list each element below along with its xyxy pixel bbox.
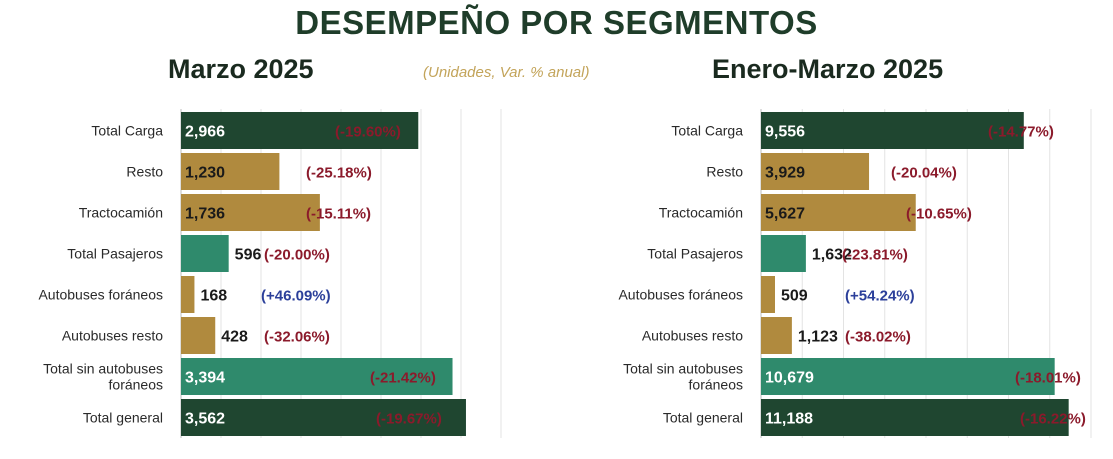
- bar-5: [181, 317, 216, 354]
- change-label: (-32.06%): [264, 329, 330, 346]
- bar-0: [181, 112, 419, 149]
- bar-0: [761, 112, 1024, 149]
- bar-1: [181, 153, 280, 190]
- category-label: Total Carga: [671, 123, 743, 139]
- change-label: (-18.01%): [1015, 370, 1081, 387]
- bar-5: [761, 317, 792, 354]
- value-label: 1,230: [185, 165, 225, 182]
- value-label: 509: [781, 288, 808, 305]
- value-label: 3,562: [185, 411, 225, 428]
- left-panel-title: Marzo 2025: [168, 54, 314, 84]
- category-label: Autobuses resto: [642, 328, 743, 344]
- change-label: (-10.65%): [906, 206, 972, 223]
- value-label: 3,929: [765, 165, 805, 182]
- change-label: (-19.67%): [376, 411, 442, 428]
- change-label: (-38.02%): [845, 329, 911, 346]
- change-label: (-25.18%): [306, 165, 372, 182]
- value-label: 2,966: [185, 124, 225, 141]
- units-note: (Unidades, Var. % anual): [423, 64, 590, 81]
- value-label: 1,736: [185, 206, 225, 223]
- category-label: Autobuses foráneos: [618, 287, 743, 303]
- change-label: (+54.24%): [845, 288, 915, 305]
- category-label: Total general: [83, 410, 163, 426]
- category-label: Total Pasajeros: [67, 246, 163, 262]
- change-label: (-20.04%): [891, 165, 957, 182]
- change-label: (-15.11%): [306, 206, 371, 223]
- category-label: Resto: [706, 164, 743, 180]
- bar-2: [761, 194, 916, 231]
- change-label: (-21.42%): [370, 370, 436, 387]
- category-label: Tractocamión: [79, 205, 163, 221]
- category-label: Total sin autobuses foráneos: [43, 361, 163, 393]
- bar-1: [761, 153, 870, 190]
- chart-panel-0: Total Carga 2,966 (-19.60%) Resto 1,230 (-25.…: [38, 109, 502, 438]
- chart-panel-1: Total Carga 9,556 (-14.77%) Resto 3,929 (-20.…: [618, 109, 1092, 438]
- bar-3: [181, 235, 229, 272]
- category-label: Autobuses resto: [62, 328, 163, 344]
- bar-7: [761, 399, 1069, 436]
- bar-6: [761, 358, 1055, 395]
- change-label: (-16.22%): [1020, 411, 1086, 428]
- category-label: Resto: [126, 164, 163, 180]
- value-label: 168: [200, 288, 227, 305]
- category-label: Total general: [663, 410, 743, 426]
- change-label: (-14.77%): [988, 124, 1054, 141]
- main-title: DESEMPEÑO POR SEGMENTOS: [295, 4, 818, 41]
- category-label: Total Carga: [91, 123, 163, 139]
- bar-4: [761, 276, 775, 313]
- bar-3: [761, 235, 806, 272]
- bar-7: [181, 399, 466, 436]
- value-label: 9,556: [765, 124, 805, 141]
- value-label: 5,627: [765, 206, 805, 223]
- change-label: (-19.60%): [335, 124, 401, 141]
- change-label: (+46.09%): [261, 288, 331, 305]
- value-label: 1,632: [812, 247, 852, 264]
- category-label: Tractocamión: [659, 205, 743, 221]
- bar-4: [181, 276, 195, 313]
- category-label: Total sin autobuses foráneos: [623, 361, 743, 393]
- change-label: (-23.81%): [842, 247, 908, 264]
- value-label: 596: [235, 247, 262, 264]
- bar-6: [181, 358, 453, 395]
- value-label: 11,188: [765, 411, 813, 428]
- change-label: (-20.00%): [264, 247, 330, 264]
- category-label: Total Pasajeros: [647, 246, 743, 262]
- value-label: 3,394: [185, 370, 225, 387]
- category-label: Autobuses foráneos: [38, 287, 163, 303]
- right-panel-title: Enero-Marzo 2025: [712, 54, 944, 84]
- value-label: 1,123: [798, 329, 838, 346]
- value-label: 428: [221, 329, 248, 346]
- bar-2: [181, 194, 320, 231]
- value-label: 10,679: [765, 370, 814, 387]
